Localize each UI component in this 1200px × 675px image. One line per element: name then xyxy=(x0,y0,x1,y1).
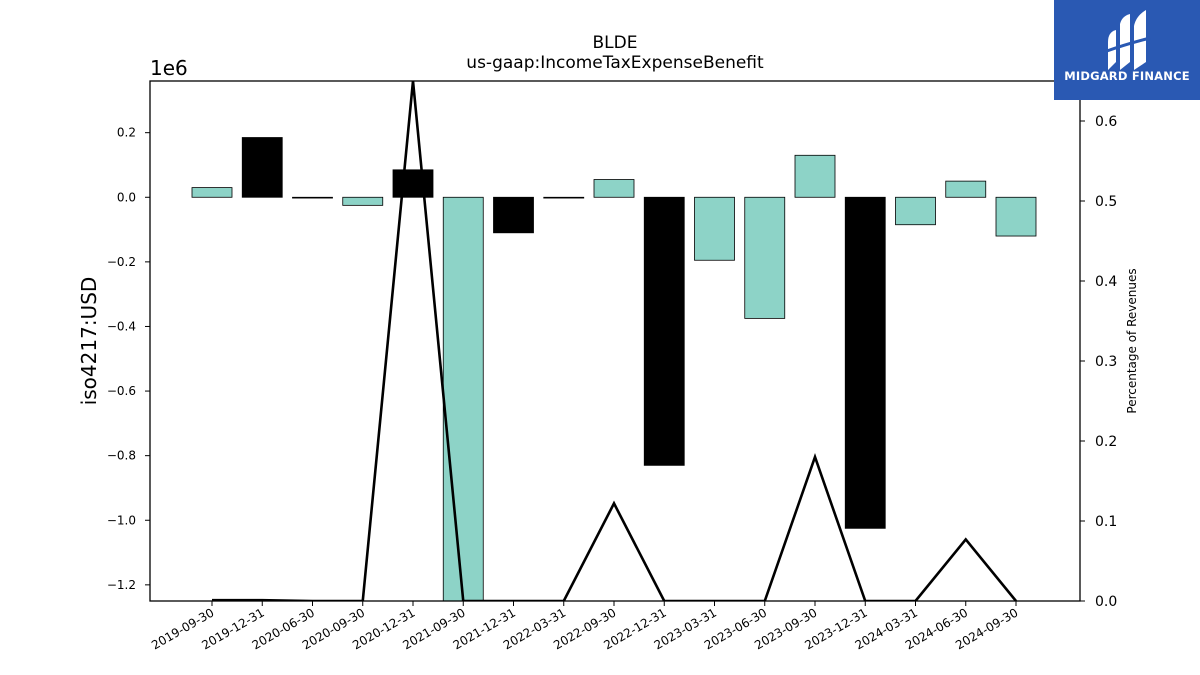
x-ticks: 2019-09-302019-12-312020-06-302020-09-30… xyxy=(149,601,1021,652)
bar-2022-03-31 xyxy=(543,196,585,199)
y2-tick-label: 0.5 xyxy=(1095,194,1117,210)
y2-ticks: 0.6 0.5 0.4 0.3 0.2 0.1 0.0 xyxy=(1080,114,1117,610)
y-tick-label: −0.4 xyxy=(107,319,136,333)
bar-2020-09-30 xyxy=(342,196,384,206)
logo-mark-icon xyxy=(1103,10,1151,70)
bar-2020-06-30 xyxy=(292,196,333,199)
bar-2022-12-31 xyxy=(643,196,685,466)
ratio-line-group xyxy=(212,81,1018,601)
bar-2023-03-31 xyxy=(694,196,735,261)
bar-2019-09-30 xyxy=(191,187,233,198)
y-axis-label: iso4217:USD xyxy=(77,277,101,406)
bar-2024-09-30 xyxy=(995,196,1037,237)
y2-axis-label: Percentage of Revenues xyxy=(1125,268,1139,413)
logo-text: MIDGARD FINANCE xyxy=(1064,69,1190,83)
y2-tick-label: 0.1 xyxy=(1095,514,1117,530)
y-tick-label: −1.0 xyxy=(107,513,136,527)
midgard-finance-logo: MIDGARD FINANCE xyxy=(1054,0,1200,100)
chart-title: BLDE xyxy=(593,33,638,53)
y-tick-label: −0.6 xyxy=(107,384,136,398)
y-scale-label: 1e6 xyxy=(150,56,188,80)
bar-2023-12-31 xyxy=(844,196,886,529)
y-tick-label: −0.8 xyxy=(107,449,136,463)
y-tick-label: −0.2 xyxy=(107,255,136,269)
chart-subtitle: us-gaap:IncomeTaxExpenseBenefit xyxy=(466,53,764,73)
bar-2020-12-31 xyxy=(392,169,434,198)
bar-2021-12-31 xyxy=(493,196,534,234)
bar-2023-06-30 xyxy=(744,196,786,319)
y-tick-label: −1.2 xyxy=(107,578,136,592)
bar-2021-09-30 xyxy=(442,196,484,601)
plot-frame xyxy=(149,80,1081,602)
ratio-line xyxy=(212,81,1018,601)
y-tick-label: 0.2 xyxy=(117,126,136,140)
y2-tick-label: 0.2 xyxy=(1095,434,1117,450)
y2-tick-label: 0.3 xyxy=(1095,354,1117,370)
y-ticks: 0.2 0.0 −0.2 −0.4 −0.6 −0.8 −1.0 −1.2 xyxy=(107,126,150,592)
bar-2019-12-31 xyxy=(241,137,283,198)
bar-2024-06-30 xyxy=(945,180,987,198)
bar-2022-09-30 xyxy=(593,179,635,198)
y2-tick-label: 0.4 xyxy=(1095,274,1117,290)
y-tick-label: 0.0 xyxy=(117,190,136,204)
y2-tick-label: 0.6 xyxy=(1095,114,1117,130)
bar-group xyxy=(191,137,1037,601)
bar-2023-09-30 xyxy=(794,154,836,198)
bar-2024-03-31 xyxy=(895,196,936,226)
y2-tick-label: 0.0 xyxy=(1095,594,1117,610)
